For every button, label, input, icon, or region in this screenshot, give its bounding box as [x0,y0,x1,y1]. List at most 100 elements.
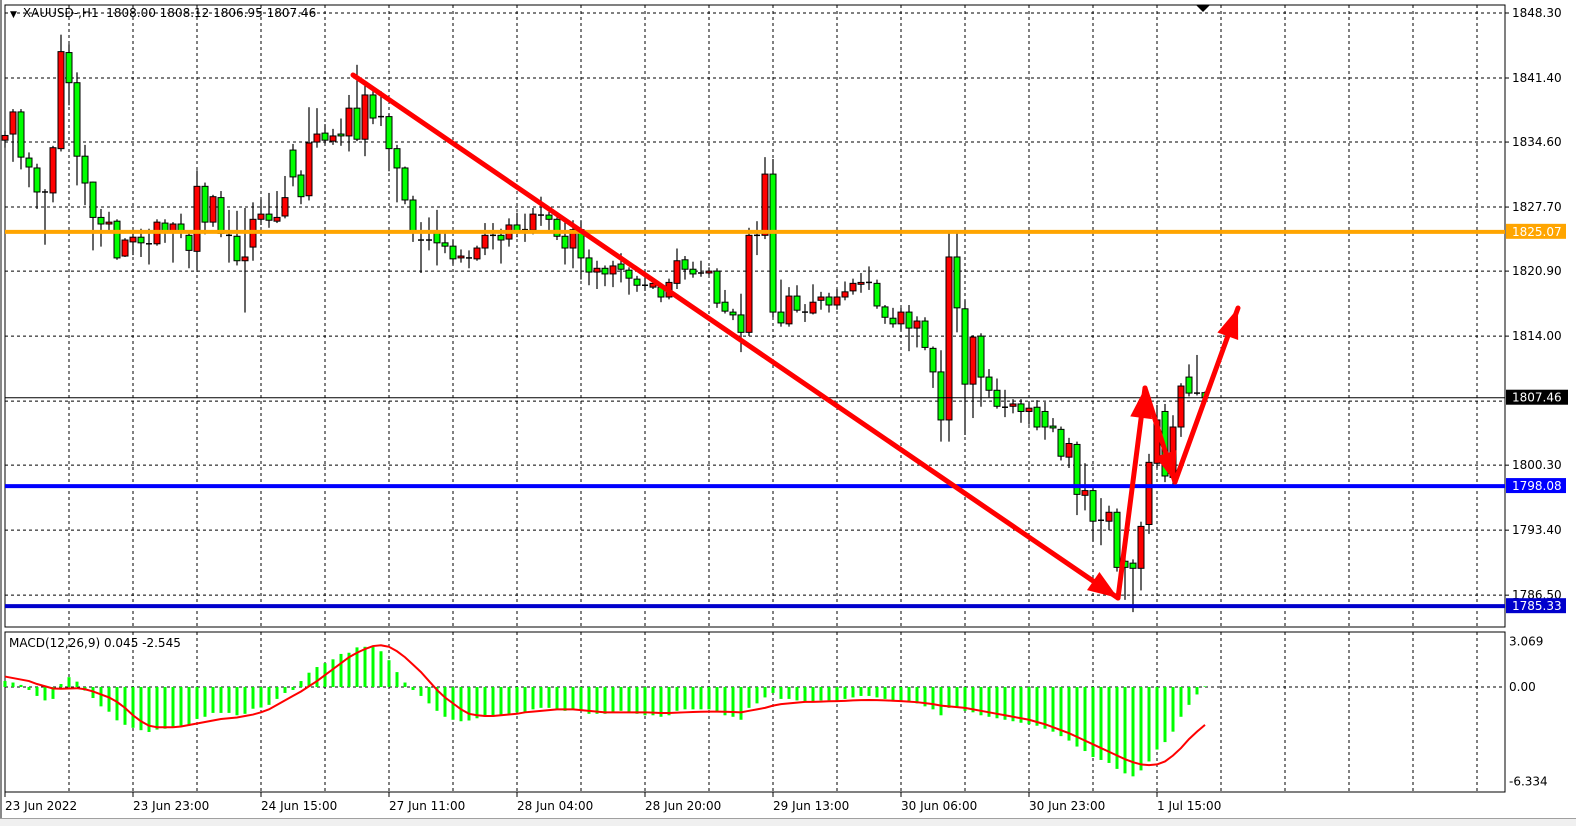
macd-tick-label: 3.069 [1509,634,1543,648]
candle [146,228,152,265]
candle [585,249,593,286]
macd-histogram-bar [827,687,831,701]
macd-histogram-bar [235,687,239,716]
macd-histogram-bar [811,687,815,702]
macd-histogram-bar [667,687,671,716]
macd-histogram-bar [67,677,71,687]
candle [681,256,689,280]
macd-histogram-bar [251,687,255,709]
macd-histogram-bar [403,682,407,687]
candle [49,145,57,203]
candle-body [1,134,9,141]
level-price-label: 1798.08 [1512,479,1562,493]
macd-histogram-bar [691,687,695,710]
candle-body [217,197,225,234]
candle-body [1113,511,1121,568]
macd-header: MACD(12,26,9) 0.045 -2.545 [9,636,181,650]
macd-histogram-bar [1075,687,1079,747]
macd-histogram-bar [787,687,791,699]
candle [977,333,985,407]
macd-histogram-bar [523,687,527,713]
price-tick-label: 1820.90 [1512,264,1562,278]
macd-histogram-bar [707,687,711,710]
macd-histogram-bar [155,687,159,730]
macd-histogram-bar [371,646,375,687]
macd-histogram-bar [603,687,607,714]
candle-body [713,270,721,304]
candle [857,272,865,293]
candle [97,208,105,247]
macd-histogram-bar [59,684,63,687]
candle [969,335,977,419]
macd-histogram-bar [947,687,951,708]
candle-body [633,278,641,286]
candle [905,305,913,352]
candle-body [385,116,393,150]
candle [673,248,681,290]
main-pane [4,4,1506,628]
candle [209,194,217,227]
candle-body [777,311,785,324]
macd-histogram-bar [483,687,487,717]
macd-histogram-bar [1179,687,1183,717]
current-price-tag [1506,389,1568,405]
candle-body [601,267,609,275]
macd-histogram-bar [531,687,535,710]
macd-histogram-bar [1195,687,1199,695]
macd-histogram-bar [1051,687,1055,732]
candle [889,307,897,328]
close-value: 1807.46 [266,6,317,20]
macd-histogram-bar [1091,687,1095,757]
macd-histogram-bar [595,687,599,714]
candle-body [1081,490,1089,496]
time-tick-label: 23 Jun 2022 [5,799,77,813]
candle [281,175,289,219]
candle-body [809,301,817,314]
candle-body [185,234,193,251]
candle [121,238,129,257]
candle [1073,441,1081,516]
macd-histogram-bar [51,687,55,699]
macd-histogram-bar [1003,687,1007,720]
macd-histogram-bar [3,681,7,687]
downtrend-arrow-shaft [350,72,1121,601]
time-tick-label: 1 Jul 15:00 [1157,799,1221,813]
candle-body [281,197,289,217]
macd-histogram-bar [675,687,679,711]
annotation-arrows [350,72,1241,601]
macd-histogram-bar [563,687,567,711]
macd-histogram-bar [1107,687,1111,763]
candle-body [1049,425,1057,429]
candle-body [585,257,593,273]
candle-body [113,220,121,259]
candle [273,191,281,224]
candle [33,163,41,209]
downtrend-arrow-head-icon [1087,571,1118,598]
macd-histogram-bar [1043,687,1047,729]
candle-body [681,259,689,270]
candle-body [569,229,577,249]
macd-histogram-bar [955,687,959,708]
macd-histogram-bar [331,659,335,687]
macd-histogram-bar [267,687,271,705]
candle [881,305,889,324]
candle-body [921,320,929,348]
candle-body [481,234,489,249]
candle-body [977,335,985,378]
candle [313,108,321,148]
candle [369,88,377,125]
triangle-down-icon[interactable]: ▼ [10,10,17,20]
candle [297,170,305,205]
candles [1,34,1209,613]
macd-label: MACD(12,26,9) [9,636,101,650]
macd-histogram-bar [907,687,911,702]
vertical-gridlines [68,5,1478,792]
time-tick-label: 28 Jun 04:00 [517,799,593,813]
candle-body [473,247,481,260]
macd-histogram-bar [731,687,735,717]
candle [873,279,881,309]
candle [321,124,329,144]
candle-body [649,282,657,288]
macd-histogram-bar [187,687,191,726]
